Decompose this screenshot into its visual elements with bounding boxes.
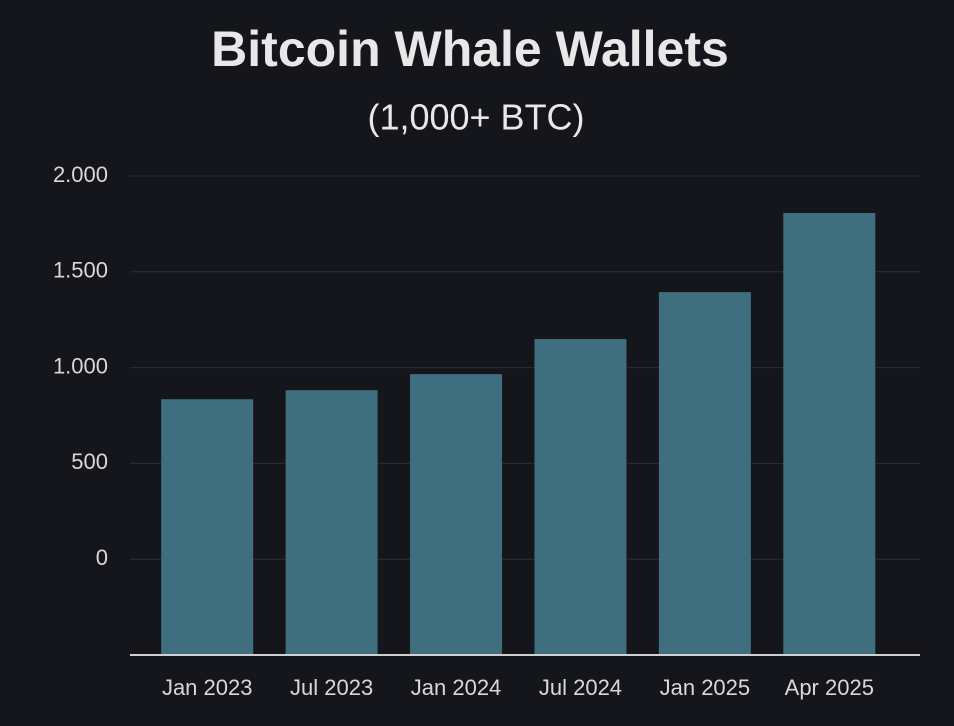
bar [658, 292, 751, 655]
x-tick-label: Jul 2023 [290, 675, 373, 700]
y-tick-label: 1.000 [53, 353, 108, 378]
x-tick-label: Jan 2025 [660, 675, 751, 700]
bar [534, 339, 627, 655]
y-tick-label: 0 [96, 545, 108, 570]
y-tick-label: 2.000 [53, 162, 108, 187]
x-tick-label: Jan 2024 [411, 675, 502, 700]
bar [285, 390, 378, 655]
x-tick-label: Apr 2025 [785, 675, 874, 700]
chart-subtitle: (1,000+ BTC) [367, 97, 584, 138]
x-tick-label: Jul 2024 [539, 675, 622, 700]
bar [783, 212, 876, 655]
bar [161, 399, 254, 655]
x-tick-label: Jan 2023 [162, 675, 253, 700]
y-tick-label: 500 [71, 449, 108, 474]
chart-title: Bitcoin Whale Wallets [211, 21, 729, 77]
bar [410, 374, 503, 655]
y-tick-label: 1.500 [53, 258, 108, 283]
